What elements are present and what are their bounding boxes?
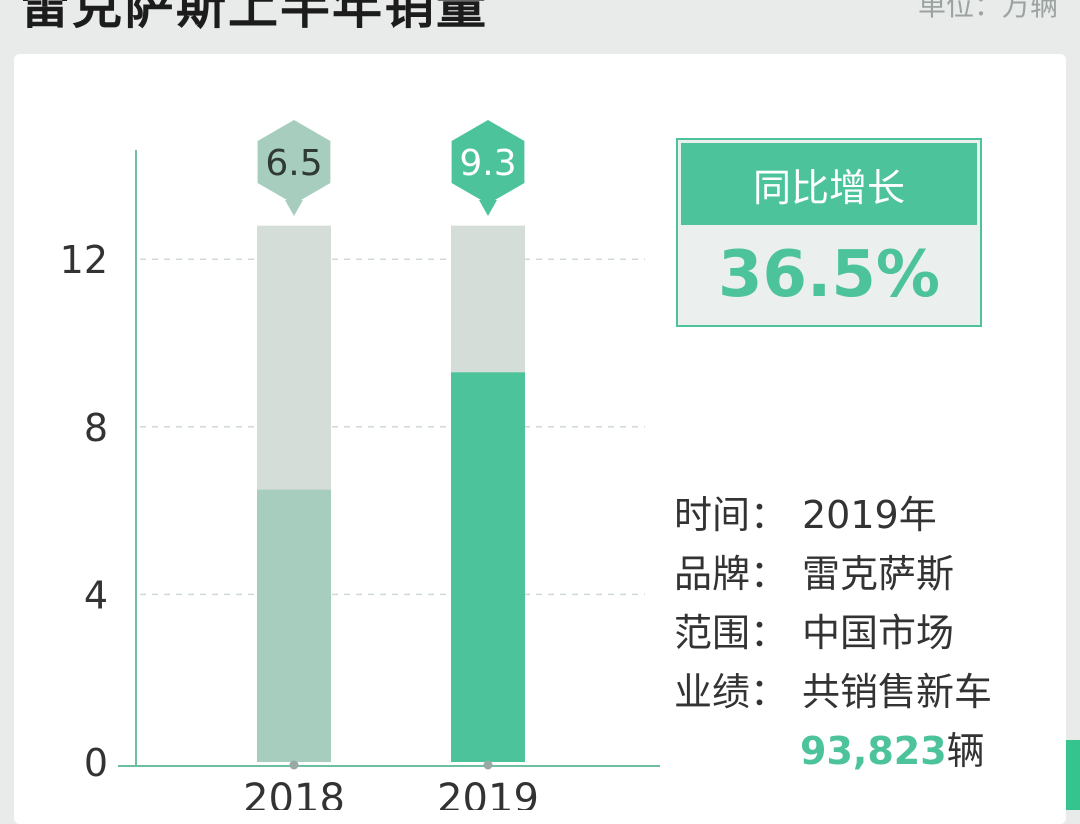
yoy-growth-label: 同比增长 (681, 143, 977, 225)
yoy-growth-value: 36.5% (717, 238, 941, 312)
data-label: 9.3 (459, 143, 516, 184)
y-tick-label: 4 (84, 573, 108, 617)
unit-label: 单位：万辆 (917, 0, 1058, 22)
value-badge (451, 120, 525, 204)
info-value: 中国市场 (802, 611, 955, 655)
info-row-total: 93,823 辆 (674, 722, 992, 781)
value-badge (257, 120, 331, 204)
info-panel: 时间： 2019年 品牌： 雷克萨斯 范围： 中国市场 业绩： 共销售新车 93… (674, 486, 992, 781)
info-value: 2019年 (802, 493, 937, 537)
x-tick-dot (289, 760, 299, 770)
info-key: 业绩： (674, 670, 789, 714)
x-tick-label: 2018 (243, 776, 345, 810)
bar-2019 (451, 372, 525, 762)
info-key: 时间： (674, 493, 789, 537)
x-tick-dot (483, 760, 493, 770)
yoy-growth-box: 同比增长 36.5% (676, 138, 982, 327)
y-tick-label: 0 (84, 741, 108, 785)
info-row-performance: 业绩： 共销售新车 (674, 663, 992, 722)
info-value: 雷克萨斯 (802, 552, 955, 596)
badge-pointer (479, 200, 497, 216)
badge-pointer (285, 200, 303, 216)
data-label: 6.5 (265, 143, 322, 184)
info-key: 范围： (674, 611, 789, 655)
x-tick-label: 2019 (437, 776, 539, 810)
info-key: 品牌： (674, 552, 789, 596)
total-sales-unit: 辆 (946, 729, 985, 773)
y-tick-label: 8 (84, 406, 108, 450)
bar-2018 (257, 489, 331, 762)
info-row-brand: 品牌： 雷克萨斯 (674, 545, 992, 604)
info-row-scope: 范围： 中国市场 (674, 604, 992, 663)
y-tick-label: 12 (60, 238, 108, 282)
corner-accent (1066, 740, 1080, 810)
info-row-time: 时间： 2019年 (674, 486, 992, 545)
total-sales-number: 93,823 (800, 729, 947, 773)
page-title: 雷克萨斯上半年销量 (20, 0, 488, 35)
info-value: 共销售新车 (802, 670, 993, 714)
